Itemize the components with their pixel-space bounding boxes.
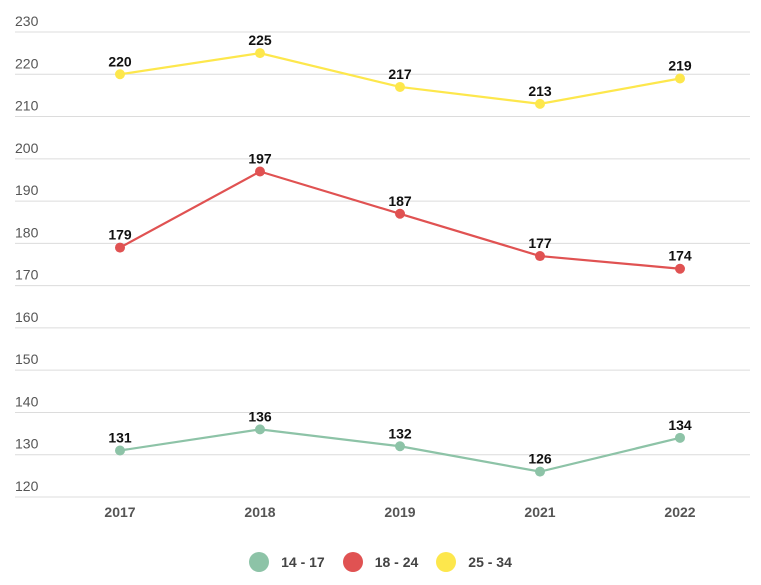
legend-label: 14 - 17 bbox=[281, 554, 325, 570]
y-tick-label: 140 bbox=[15, 393, 39, 409]
data-label: 217 bbox=[388, 66, 412, 82]
series-line-18-24 bbox=[119, 170, 681, 270]
legend-label: 25 - 34 bbox=[468, 554, 512, 570]
y-tick-label: 120 bbox=[15, 478, 39, 494]
data-point bbox=[675, 73, 685, 84]
data-label: 131 bbox=[108, 430, 132, 446]
y-tick-label: 130 bbox=[15, 436, 39, 452]
data-point bbox=[255, 48, 265, 59]
data-point bbox=[395, 208, 405, 219]
data-point bbox=[675, 263, 685, 274]
legend-swatch-icon bbox=[249, 552, 270, 572]
data-label: 225 bbox=[248, 32, 272, 48]
data-label: 132 bbox=[388, 425, 412, 441]
data-label: 197 bbox=[248, 151, 272, 167]
data-point bbox=[255, 166, 265, 177]
y-tick-label: 150 bbox=[15, 351, 39, 367]
data-label: 174 bbox=[668, 248, 692, 264]
y-tick-label: 190 bbox=[15, 182, 39, 198]
data-label: 219 bbox=[668, 58, 692, 74]
x-tick-label: 2019 bbox=[384, 504, 415, 520]
data-label: 220 bbox=[108, 53, 132, 69]
y-tick-label: 200 bbox=[15, 140, 39, 156]
data-point bbox=[675, 432, 685, 443]
y-tick-label: 170 bbox=[15, 267, 39, 283]
data-label: 177 bbox=[528, 235, 552, 251]
legend-swatch-icon bbox=[342, 552, 363, 572]
legend-label: 18 - 24 bbox=[374, 554, 419, 570]
legend-item[interactable]: 18 - 24 bbox=[342, 552, 419, 572]
x-tick-label: 2021 bbox=[524, 504, 555, 520]
data-point bbox=[535, 251, 545, 262]
data-point bbox=[115, 69, 125, 80]
legend: 14 - 17 18 - 24 25 - 34 bbox=[0, 552, 761, 572]
y-tick-label: 180 bbox=[15, 224, 39, 240]
data-point bbox=[115, 445, 125, 456]
y-tick-label: 160 bbox=[15, 309, 39, 325]
data-point bbox=[535, 98, 545, 109]
data-point bbox=[535, 466, 545, 477]
data-point bbox=[395, 441, 405, 452]
data-label: 179 bbox=[108, 227, 132, 243]
data-point bbox=[255, 424, 265, 435]
data-point bbox=[395, 81, 405, 92]
line-chart: 120 130 140 150 160 170 180 190 200 210 220 230 2017… bbox=[15, 13, 750, 520]
x-tick-label: 2022 bbox=[664, 504, 695, 520]
data-label: 134 bbox=[668, 417, 692, 433]
legend-item[interactable]: 14 - 17 bbox=[249, 552, 325, 572]
y-tick-label: 220 bbox=[15, 55, 39, 71]
data-label: 136 bbox=[248, 408, 272, 424]
data-label: 213 bbox=[528, 83, 552, 99]
y-tick-label: 230 bbox=[15, 13, 39, 29]
legend-item[interactable]: 25 - 34 bbox=[436, 552, 512, 572]
x-tick-label: 2018 bbox=[244, 504, 275, 520]
x-tick-label: 2017 bbox=[104, 504, 135, 520]
data-label: 126 bbox=[528, 451, 552, 467]
data-point bbox=[115, 242, 125, 253]
y-tick-label: 210 bbox=[15, 98, 39, 114]
data-label: 187 bbox=[388, 193, 412, 209]
legend-swatch-icon bbox=[436, 552, 457, 572]
